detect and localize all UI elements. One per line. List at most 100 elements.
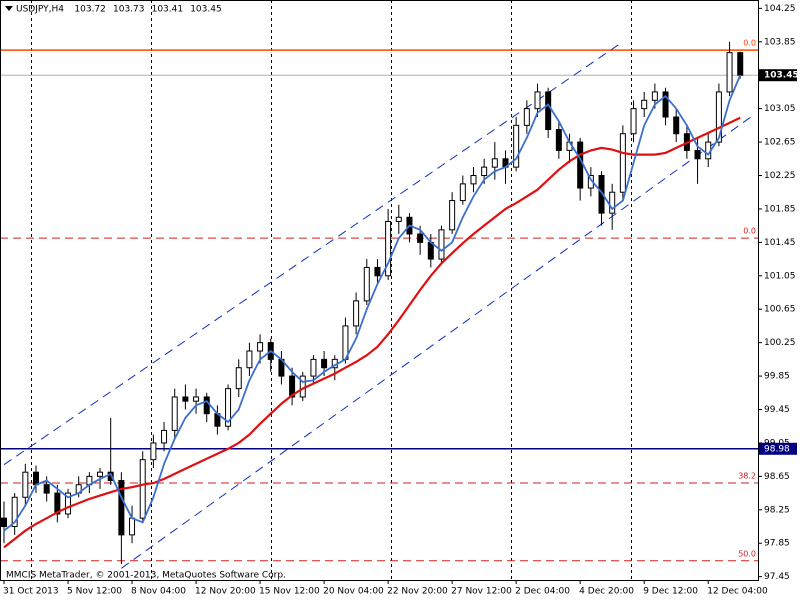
header-price: 103.72: [74, 5, 106, 15]
candle-body: [470, 175, 477, 185]
y-tick-label: 98.65: [764, 472, 790, 482]
y-tick-label: 98.25: [764, 505, 790, 515]
y-tick-label: 101.85: [764, 204, 796, 214]
y-tick-label: 99.45: [764, 405, 790, 415]
moving-average: [3, 116, 741, 549]
fibo-label: 0.0: [743, 227, 756, 236]
candle-body: [65, 492, 72, 515]
menu-icon: [5, 6, 13, 11]
x-tick-label: 5 Nov 12:00: [67, 587, 122, 597]
header-price: 103.73: [113, 5, 145, 15]
candle-body: [118, 480, 125, 536]
fibo-label: 0.0: [743, 39, 756, 48]
y-tick-label: 101.45: [764, 238, 796, 248]
candle-body: [395, 216, 402, 222]
candle-body: [203, 396, 210, 415]
candle-body: [97, 471, 104, 477]
candle-body: [545, 91, 552, 131]
candle-body: [310, 358, 317, 377]
candle-body: [43, 484, 50, 494]
candle-body: [353, 300, 360, 327]
plot: [0, 41, 758, 569]
candle-body: [715, 91, 722, 143]
candle-body: [598, 175, 605, 214]
x-tick-label: 4 Dec 20:00: [579, 587, 634, 597]
channel-line: [3, 41, 624, 466]
candle-body: [737, 52, 744, 76]
candle-body: [22, 471, 29, 498]
candle-body: [225, 388, 232, 427]
y-tick-label: 102.65: [764, 138, 796, 148]
y-tick-label: 104.25: [764, 4, 796, 14]
header-price: 103.45: [190, 5, 222, 15]
candle-body: [630, 108, 637, 135]
y-tick-label: 100.25: [764, 338, 796, 348]
candle-body: [193, 396, 200, 402]
price-marker-label: 98.98: [764, 444, 790, 454]
y-tick-label: 97.85: [764, 539, 790, 549]
candle-body: [694, 149, 701, 160]
footer: MMCIS MetaTrader, © 2001-2013, MetaQuote…: [6, 571, 286, 581]
candle-body: [107, 471, 114, 482]
y-tick-label: 100.65: [764, 305, 796, 315]
candle-body: [171, 396, 178, 431]
fibo-label: 38.2: [738, 472, 756, 481]
candle-body: [139, 459, 146, 519]
x-tick-label: 31 Oct 2013: [3, 587, 59, 597]
candle-body: [726, 52, 733, 93]
price-marker: [759, 442, 797, 455]
moving-average: [3, 74, 742, 532]
vertical-grid: [31, 0, 632, 580]
candle-body: [641, 99, 648, 110]
candle-body: [289, 375, 296, 398]
candle-body: [235, 367, 242, 390]
x-tick-label: 12 Nov 20:00: [195, 587, 256, 597]
y-tick-label: 97.45: [764, 572, 790, 582]
fibo-label: 50.0: [738, 549, 756, 558]
x-tick-label: 15 Nov 12:00: [259, 587, 320, 597]
candle-body: [459, 183, 466, 202]
candle-body: [374, 266, 381, 277]
candle-body: [1, 517, 7, 528]
candle-body: [385, 220, 392, 277]
y-tick-label: 103.85: [764, 37, 796, 47]
candle-body: [523, 108, 530, 126]
x-tick-label: 20 Nov 04:00: [323, 587, 384, 597]
y-tick-label: 102.25: [764, 171, 796, 181]
header-price: 103.41: [152, 5, 184, 15]
candle-body: [129, 517, 136, 536]
candle-body: [161, 429, 168, 444]
y-tick-label: 103.05: [764, 104, 796, 114]
candle-body: [513, 124, 520, 168]
candle-body: [619, 133, 626, 193]
y-tick-label: 101.05: [764, 271, 796, 281]
x-tick-label: 12 Dec 04:00: [707, 587, 768, 597]
chart-title: USDJPY,H4: [16, 5, 64, 15]
x-tick-label: 22 Nov 20:00: [387, 587, 448, 597]
candle-body: [673, 116, 680, 135]
plot-frame: [0, 0, 759, 581]
candle-body: [577, 141, 584, 189]
candle-body: [534, 91, 541, 110]
x-tick-label: 8 Nov 04:00: [131, 587, 186, 597]
candle-body: [246, 350, 253, 369]
channel-line: [121, 116, 752, 569]
x-tick-label: 2 Dec 04:00: [515, 587, 570, 597]
x-tick-label: 27 Nov 12:00: [451, 587, 512, 597]
candle-body: [363, 266, 370, 302]
current-price-label: 103.45: [764, 71, 799, 81]
candle-body: [33, 471, 40, 486]
x-tick-label: 9 Dec 12:00: [643, 587, 698, 597]
y-tick-label: 99.85: [764, 372, 790, 382]
candle-body: [555, 129, 562, 151]
candle-body: [321, 358, 328, 369]
candle-body: [182, 396, 189, 402]
candle-body: [609, 191, 616, 214]
candle-body: [54, 492, 61, 515]
candle-body: [651, 91, 658, 101]
candle-body: [257, 342, 264, 352]
candle-body: [11, 496, 18, 528]
candle-body: [481, 166, 488, 177]
